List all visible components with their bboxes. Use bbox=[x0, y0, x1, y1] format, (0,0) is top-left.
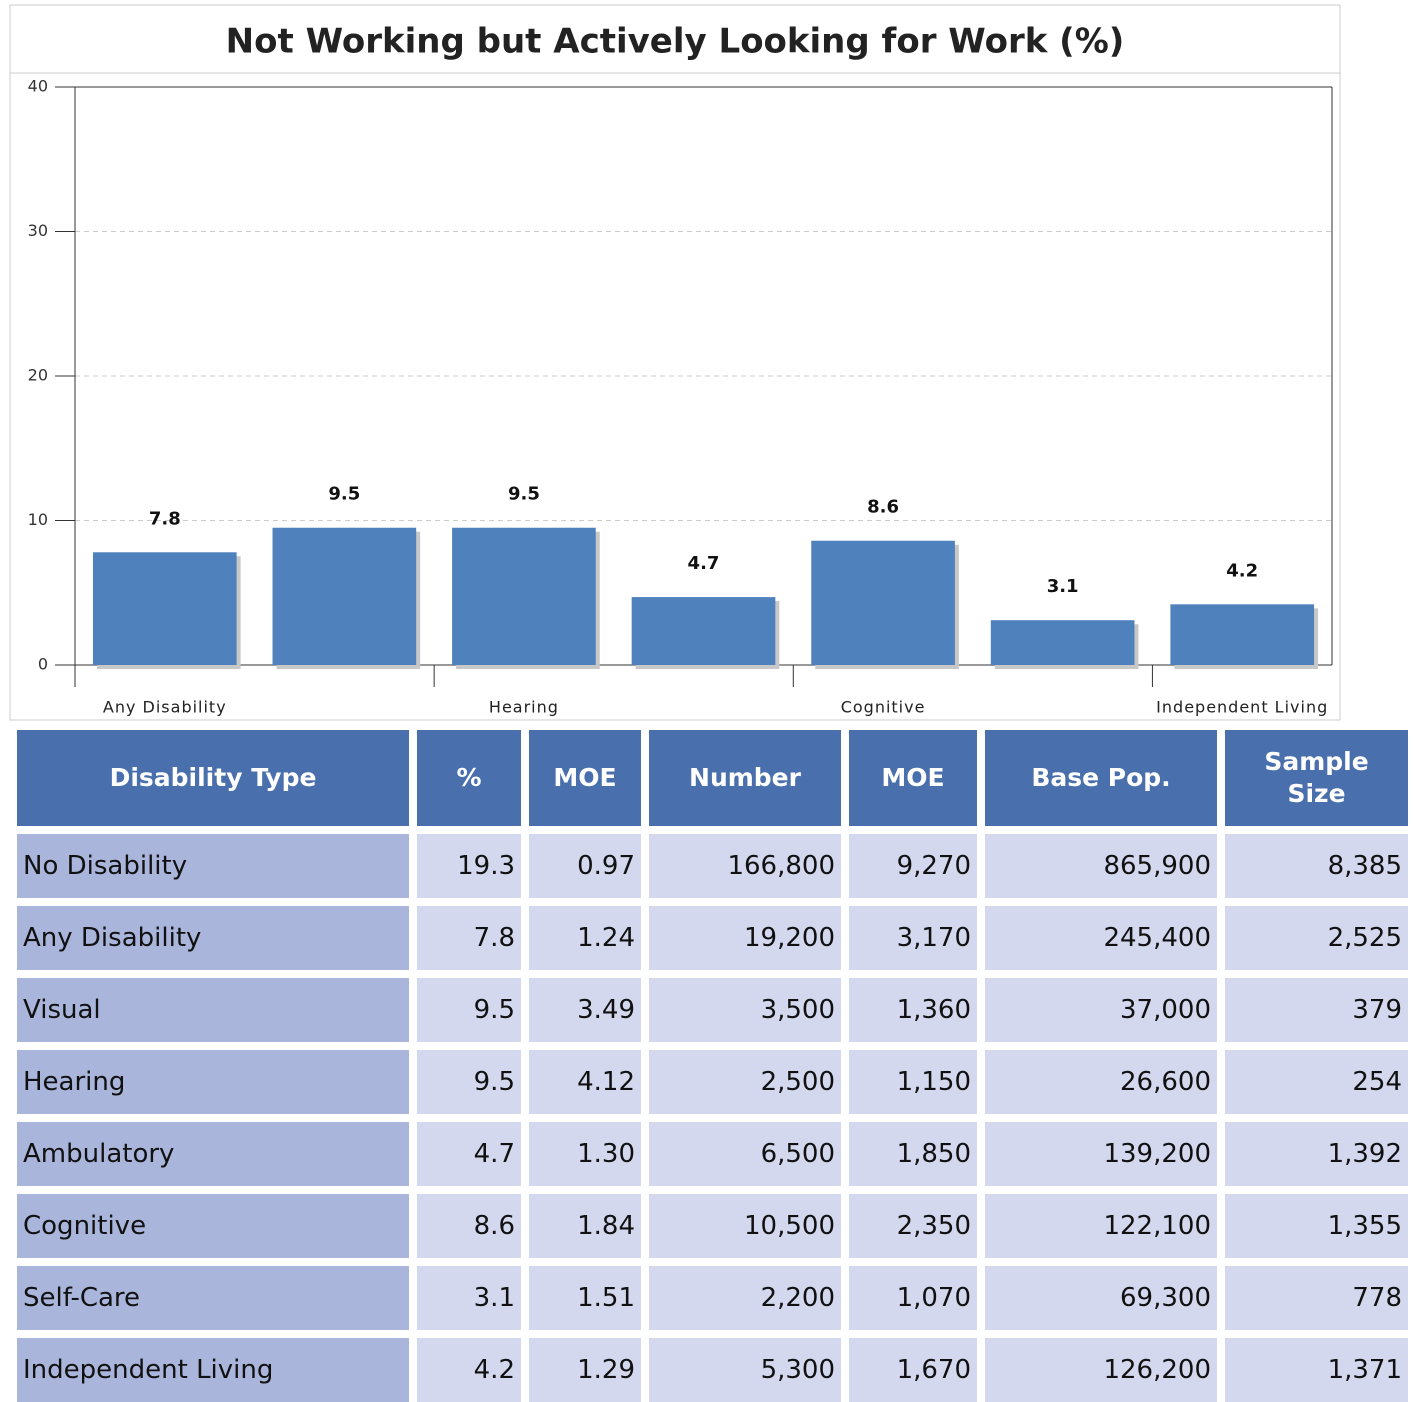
table-cell: 69,300 bbox=[985, 1266, 1217, 1330]
value-label: 4.2 bbox=[1226, 560, 1258, 581]
table-cell: 2,350 bbox=[849, 1194, 977, 1258]
table-cell: 1.30 bbox=[529, 1122, 641, 1186]
table-cell: 1.29 bbox=[529, 1338, 641, 1402]
table-cell: 254 bbox=[1225, 1050, 1408, 1114]
table-cell: 245,400 bbox=[985, 906, 1217, 970]
table-cell: No Disability bbox=[17, 834, 409, 898]
bar bbox=[1170, 604, 1315, 665]
table-cell: 3,500 bbox=[649, 978, 841, 1042]
table-cell: Disability Type bbox=[17, 730, 409, 826]
table-cell: Cognitive bbox=[17, 1194, 409, 1258]
table-cell: 139,200 bbox=[985, 1122, 1217, 1186]
table-cell: 1,850 bbox=[849, 1122, 977, 1186]
table-cell: 6,500 bbox=[649, 1122, 841, 1186]
table-cell: 2,500 bbox=[649, 1050, 841, 1114]
bar bbox=[92, 552, 237, 665]
table-cell: Any Disability bbox=[17, 906, 409, 970]
table-cell: 10,500 bbox=[649, 1194, 841, 1258]
value-label: 8.6 bbox=[867, 497, 899, 518]
chart: Not Working but Actively Looking for Wor… bbox=[9, 4, 1341, 721]
table-cell: 4.2 bbox=[417, 1338, 521, 1402]
x-tick-label: Hearing bbox=[489, 698, 559, 717]
bar bbox=[631, 597, 776, 665]
table-cell: Self-Care bbox=[17, 1266, 409, 1330]
table-cell: 3,170 bbox=[849, 906, 977, 970]
bar bbox=[811, 540, 955, 665]
y-tick-label: 10 bbox=[28, 510, 48, 529]
table-cell: 19,200 bbox=[649, 906, 841, 970]
table-cell: Ambulatory bbox=[17, 1122, 409, 1186]
y-tick-label: 20 bbox=[28, 366, 48, 385]
table-cell: MOE bbox=[529, 730, 641, 826]
table-cell: 1,392 bbox=[1225, 1122, 1408, 1186]
bar bbox=[990, 620, 1135, 665]
table-cell: 1,070 bbox=[849, 1266, 977, 1330]
x-tick-label: Independent Living bbox=[1156, 698, 1328, 717]
table-cell: 1,371 bbox=[1225, 1338, 1408, 1402]
data-table: Disability Type% MOE Number MOE Base Pop. Sam… bbox=[17, 730, 1408, 1402]
table-cell: 1.84 bbox=[529, 1194, 641, 1258]
table-cell: 0.97 bbox=[529, 834, 641, 898]
table-cell: 19.3 bbox=[417, 834, 521, 898]
bar bbox=[272, 527, 417, 665]
y-tick-label: 0 bbox=[38, 655, 48, 674]
y-tick-label: 30 bbox=[28, 221, 48, 240]
table-cell: 9.5 bbox=[417, 1050, 521, 1114]
table-cell: 122,100 bbox=[985, 1194, 1217, 1258]
table-cell: 3.49 bbox=[529, 978, 641, 1042]
y-tick-label: 40 bbox=[28, 77, 48, 96]
table-cell: 379 bbox=[1225, 978, 1408, 1042]
table-cell: Number bbox=[649, 730, 841, 826]
value-label: 3.1 bbox=[1047, 576, 1079, 597]
table-cell: 1.24 bbox=[529, 906, 641, 970]
table-cell: 2,525 bbox=[1225, 906, 1408, 970]
table-cell: Independent Living bbox=[17, 1338, 409, 1402]
table-cell: 1,355 bbox=[1225, 1194, 1408, 1258]
table-cell: 865,900 bbox=[985, 834, 1217, 898]
bar bbox=[452, 527, 596, 665]
value-label: 4.7 bbox=[688, 553, 720, 574]
table-cell: 8,385 bbox=[1225, 834, 1408, 898]
table-cell: 1.51 bbox=[529, 1266, 641, 1330]
table-cell: Visual bbox=[17, 978, 409, 1042]
table-cell: 3.1 bbox=[417, 1266, 521, 1330]
table-cell: Hearing bbox=[17, 1050, 409, 1114]
table-cell: 7.8 bbox=[417, 906, 521, 970]
value-label: 7.8 bbox=[149, 508, 181, 529]
table-cell: 5,300 bbox=[649, 1338, 841, 1402]
table-cell: 126,200 bbox=[985, 1338, 1217, 1402]
table-cell: 4.7 bbox=[417, 1122, 521, 1186]
table-cell: MOE bbox=[849, 730, 977, 826]
table-cell: 2,200 bbox=[649, 1266, 841, 1330]
table-cell: 4.12 bbox=[529, 1050, 641, 1114]
table-cell: 778 bbox=[1225, 1266, 1408, 1330]
x-tick-label: Cognitive bbox=[841, 698, 926, 717]
table-cell: Sample Size bbox=[1225, 730, 1408, 826]
table-cell: 1,150 bbox=[849, 1050, 977, 1114]
x-tick-label: Any Disability bbox=[103, 698, 227, 717]
table-cell: % bbox=[417, 730, 521, 826]
table-cell: 1,670 bbox=[849, 1338, 977, 1402]
table-cell: 166,800 bbox=[649, 834, 841, 898]
table-cell: 26,600 bbox=[985, 1050, 1217, 1114]
table-cell: 8.6 bbox=[417, 1194, 521, 1258]
value-label: 9.5 bbox=[328, 484, 360, 505]
table-cell: 9.5 bbox=[417, 978, 521, 1042]
chart-title: Not Working but Actively Looking for Wor… bbox=[226, 22, 1125, 62]
table-cell: 37,000 bbox=[985, 978, 1217, 1042]
table-cell: 1,360 bbox=[849, 978, 977, 1042]
value-label: 9.5 bbox=[508, 484, 540, 505]
table-cell: Base Pop. bbox=[985, 730, 1217, 826]
table-cell: 9,270 bbox=[849, 834, 977, 898]
